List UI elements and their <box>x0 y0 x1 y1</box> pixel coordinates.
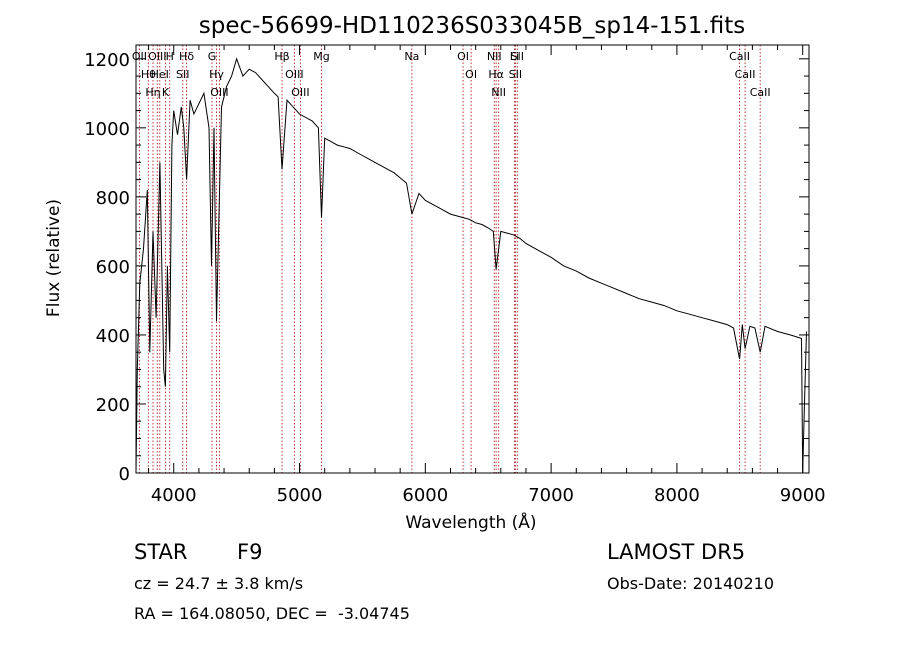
x-axis-ticks: 4000 5000 6000 7000 8000 9000 <box>148 45 826 506</box>
x-tick-label: 6000 <box>402 485 448 506</box>
x-tick-label: 7000 <box>528 485 574 506</box>
x-tick-label: 5000 <box>277 485 323 506</box>
object-class: STAR <box>134 540 188 564</box>
survey-label: LAMOST DR5 <box>607 540 746 564</box>
spectral-subclass: F9 <box>237 540 263 564</box>
line-marker-label: OIII <box>148 50 166 63</box>
line-marker-label: Li <box>510 50 519 63</box>
line-marker-label: Hγ <box>209 68 224 81</box>
line-marker-label: Hθ <box>141 68 156 81</box>
x-axis-label: Wavelength (Å) <box>405 511 536 533</box>
line-marker-label: H <box>166 50 174 63</box>
line-marker-label: OIII <box>285 68 303 81</box>
line-marker-label: OI <box>465 68 477 81</box>
y-tick-label: 400 <box>96 326 130 347</box>
y-axis-ticks: 0 200 400 600 800 1000 1200 <box>84 50 809 485</box>
line-marker-label: SII <box>176 68 189 81</box>
line-marker-label: SII <box>511 50 524 63</box>
line-marker-label: G <box>208 50 217 63</box>
line-marker-label: Hα <box>488 68 504 81</box>
x-tick-label: 8000 <box>654 485 700 506</box>
line-marker-label: Mg <box>313 50 329 63</box>
spectrum-line <box>135 57 807 474</box>
line-marker-label: CaII <box>750 86 771 99</box>
x-tick-label: 4000 <box>151 485 197 506</box>
line-marker-label: Hη <box>145 86 160 99</box>
y-tick-label: 1000 <box>84 119 130 140</box>
line-marker-label: Hδ <box>179 50 194 63</box>
x-tick-label: 9000 <box>780 485 826 506</box>
line-marker-label: Hβ <box>274 50 289 63</box>
y-axis-label: Flux (relative) <box>44 199 64 317</box>
plot-frame <box>135 44 810 474</box>
line-marker-label: NII <box>491 86 506 99</box>
y-tick-label: 600 <box>96 257 130 278</box>
y-tick-label: 800 <box>96 188 130 209</box>
line-marker-label: SII <box>509 68 522 81</box>
line-marker-label: Na <box>404 50 419 63</box>
velocity-text: cz = 24.7 ± 3.8 km/s <box>134 574 304 593</box>
line-marker-label: CaII <box>735 68 756 81</box>
line-marker-label: OIII <box>291 86 309 99</box>
y-tick-label: 0 <box>119 464 130 485</box>
y-tick-label: 1200 <box>84 50 130 71</box>
line-marker-label: NII <box>487 50 502 63</box>
spectral-line-markers <box>138 45 761 473</box>
coordinates-text: RA = 164.08050, DEC = -3.04745 <box>134 604 410 623</box>
line-marker-label: OII <box>132 50 147 63</box>
line-marker-label: CaII <box>729 50 750 63</box>
y-tick-label: 200 <box>96 395 130 416</box>
line-marker-label: OI <box>457 50 469 63</box>
obs-date-text: Obs-Date: 20140210 <box>607 574 775 593</box>
chart-title: spec-56699-HD110236S033045B_sp14-151.fit… <box>199 13 745 39</box>
line-marker-label: HeI <box>151 68 169 81</box>
line-marker-label: K <box>162 86 170 99</box>
